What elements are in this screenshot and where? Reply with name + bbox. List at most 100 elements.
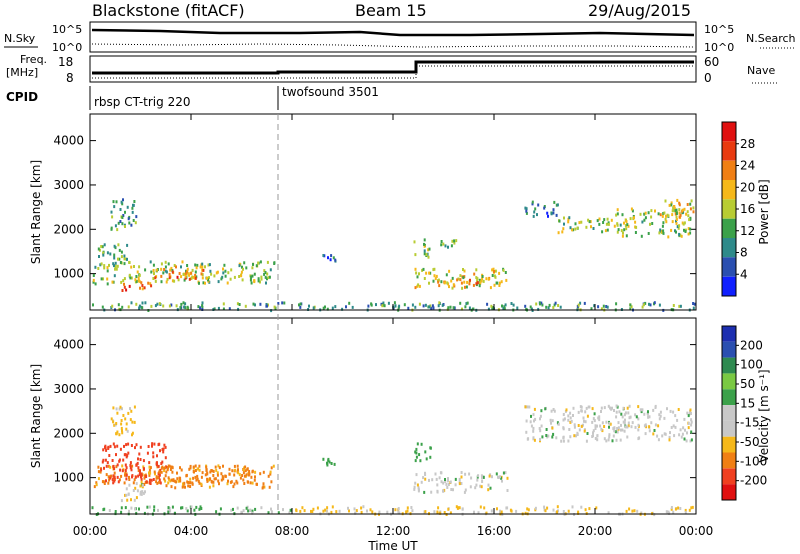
range-gate-cell: [475, 282, 478, 286]
range-gate-cell: [577, 303, 580, 307]
range-gate-cell: [462, 268, 464, 271]
range-gate-cell: [616, 223, 619, 227]
range-gate-cell: [433, 274, 436, 278]
range-gate-cell: [153, 442, 156, 446]
range-gate-cell: [241, 265, 243, 269]
range-gate-cell: [600, 406, 603, 410]
range-gate-cell: [355, 509, 358, 513]
range-gate-cell: [552, 211, 555, 215]
range-gate-cell: [679, 507, 682, 510]
range-gate-cell: [446, 281, 449, 285]
range-gate-cell: [128, 483, 131, 487]
range-gate-cell: [416, 275, 419, 279]
x-tick-label: 12:00: [376, 524, 411, 538]
range-gate-cell: [335, 510, 338, 514]
range-gate-cell: [186, 267, 189, 271]
range-gate-cell: [147, 281, 150, 285]
range-gate-cell: [607, 222, 610, 226]
range-gate-cell: [199, 265, 202, 269]
range-gate-cell: [464, 472, 467, 476]
range-gate-cell: [537, 203, 540, 207]
range-gate-cell: [684, 511, 687, 515]
range-gate-cell: [160, 267, 163, 271]
range-gate-cell: [100, 262, 103, 266]
range-gate-cell: [497, 475, 499, 479]
range-gate-cell: [456, 278, 459, 282]
range-gate-cell: [181, 485, 184, 489]
range-gate-cell: [582, 416, 585, 420]
colorbar-tick-label: 28: [740, 137, 755, 151]
range-gate-cell: [415, 455, 418, 459]
range-gate-cell: [153, 508, 156, 512]
range-gate-cell: [199, 505, 202, 509]
range-gate-cell: [134, 278, 137, 282]
range-gate-cell: [414, 286, 417, 290]
range-gate-cell: [186, 305, 189, 309]
range-gate-cell: [423, 490, 426, 494]
range-gate-cell: [646, 411, 649, 415]
range-gate-cell: [114, 261, 117, 265]
range-gate-cell: [217, 479, 220, 483]
range-gate-cell: [127, 217, 130, 221]
range-gate-cell: [418, 272, 420, 276]
range-gate-cell: [668, 438, 671, 442]
range-gate-cell: [134, 221, 137, 225]
range-gate-cell: [168, 272, 171, 276]
range-gate-cell: [120, 499, 123, 503]
range-gate-cell: [585, 406, 588, 410]
range-gate-cell: [263, 272, 266, 276]
range-gate-cell: [446, 486, 449, 489]
range-gate-cell: [134, 475, 137, 479]
range-gate-cell: [136, 489, 139, 493]
range-gate-cell: [129, 276, 132, 280]
range-gate-cell: [428, 271, 431, 275]
range-gate-cell: [190, 277, 193, 280]
range-gate-cell: [326, 307, 329, 311]
range-gate-cell: [201, 471, 204, 475]
range-gate-cell: [289, 508, 292, 512]
range-gate-cell: [170, 303, 173, 307]
range-gate-cell: [265, 281, 267, 285]
y-tick-label: 2000: [53, 426, 84, 440]
range-gate-cell: [563, 417, 566, 421]
range-gate-cell: [501, 479, 503, 483]
range-gate-cell: [577, 424, 580, 427]
range-gate-cell: [125, 288, 128, 292]
range-gate-cell: [692, 306, 695, 310]
range-gate-cell: [185, 507, 188, 511]
range-gate-cell: [125, 477, 128, 481]
range-gate-cell: [149, 471, 152, 475]
range-gate-cell: [588, 507, 591, 511]
range-gate-cell: [193, 508, 196, 512]
range-gate-cell: [105, 464, 108, 468]
range-gate-cell: [557, 304, 560, 307]
range-gate-cell: [606, 305, 609, 309]
range-gate-cell: [684, 230, 687, 233]
range-gate-cell: [437, 304, 440, 308]
range-gate-cell: [260, 506, 263, 510]
range-gate-cell: [201, 265, 204, 269]
range-gate-cell: [422, 304, 425, 308]
range-gate-cell: [397, 507, 400, 511]
range-gate-cell: [259, 260, 262, 264]
range-gate-cell: [572, 406, 575, 410]
range-gate-cell: [428, 281, 430, 285]
range-gate-cell: [475, 483, 478, 487]
range-gate-cell: [463, 269, 466, 273]
range-gate-cell: [125, 466, 128, 470]
range-gate-cell: [229, 277, 232, 281]
range-gate-cell: [425, 253, 428, 257]
range-gate-cell: [461, 307, 463, 311]
range-gate-cell: [288, 511, 291, 515]
range-gate-cell: [628, 507, 631, 511]
range-gate-cell: [201, 301, 204, 305]
range-gate-cell: [168, 276, 171, 280]
range-gate-cell: [228, 467, 231, 471]
range-gate-cell: [591, 420, 594, 424]
range-gate-cell: [457, 277, 460, 281]
range-gate-cell: [233, 275, 236, 279]
range-gate-cell: [189, 485, 192, 488]
range-gate-cell: [678, 304, 681, 308]
range-gate-cell: [233, 482, 236, 486]
